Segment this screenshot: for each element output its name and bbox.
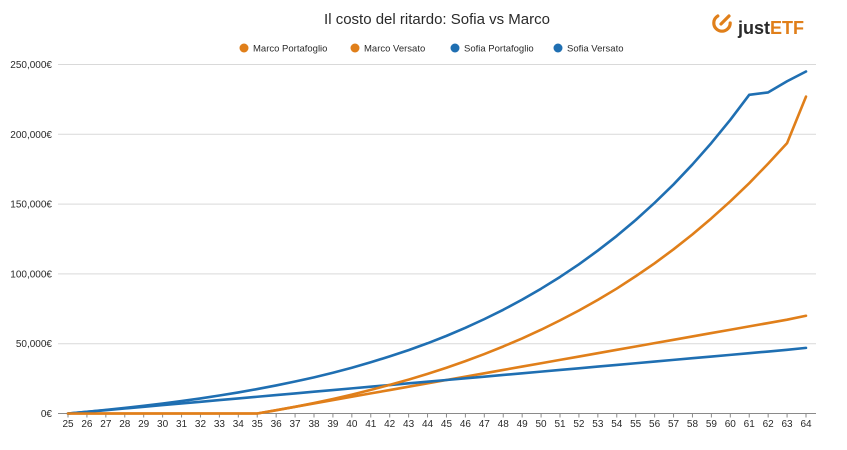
legend-marker bbox=[239, 43, 249, 53]
legend-item-marco-portafoglio[interactable]: Marco Portafoglio bbox=[239, 43, 328, 55]
x-tick-label: 32 bbox=[195, 419, 207, 430]
x-tick-label: 46 bbox=[460, 419, 472, 430]
x-tick-label: 30 bbox=[157, 419, 169, 430]
x-tick-label: 45 bbox=[441, 419, 453, 430]
legend-marker bbox=[450, 43, 460, 53]
legend-item-marco-versato[interactable]: Marco Versato bbox=[350, 43, 426, 55]
legend-item-sofia-portafoglio[interactable]: Sofia Portafoglio bbox=[450, 43, 534, 55]
legend-item-sofia-versato[interactable]: Sofia Versato bbox=[553, 43, 624, 55]
series-line-marco-versato bbox=[66, 314, 808, 415]
logo-mark-icon bbox=[712, 13, 732, 33]
x-tick-label: 54 bbox=[611, 419, 623, 430]
logo-text-suffix: ETF bbox=[770, 18, 804, 38]
x-tick-label: 60 bbox=[725, 419, 737, 430]
x-tick-label: 52 bbox=[573, 419, 585, 430]
x-tick-label: 53 bbox=[592, 419, 604, 430]
x-tick-label: 63 bbox=[782, 419, 794, 430]
x-tick-label: 51 bbox=[554, 419, 566, 430]
x-tick-label: 49 bbox=[517, 419, 529, 430]
x-tick-label: 28 bbox=[119, 419, 131, 430]
y-tick-label: 100,000€ bbox=[10, 269, 52, 280]
x-tick-label: 26 bbox=[81, 419, 93, 430]
justetf-logo: justETF bbox=[712, 13, 804, 38]
x-tick-label: 29 bbox=[138, 419, 150, 430]
series-layer bbox=[66, 70, 808, 415]
x-tick-label: 37 bbox=[290, 419, 302, 430]
x-tick-label: 33 bbox=[214, 419, 226, 430]
chart-title: Il costo del ritardo: Sofia vs Marco bbox=[324, 11, 550, 28]
series-line-sofia-versato bbox=[66, 346, 808, 415]
grid bbox=[58, 64, 816, 414]
x-tick-label: 40 bbox=[346, 419, 358, 430]
legend-label: Marco Portafoglio bbox=[253, 44, 327, 55]
y-axis: 0€ 50,000€ 100,000€ 150,000€ 200,000€ 250,000… bbox=[10, 60, 52, 420]
logo-text-prefix: just bbox=[737, 18, 770, 38]
x-tick-label: 50 bbox=[536, 419, 548, 430]
x-tick-label: 43 bbox=[403, 419, 415, 430]
series-line-sofia-portafoglio bbox=[66, 70, 808, 415]
x-tick-label: 56 bbox=[649, 419, 661, 430]
legend-label: Sofia Portafoglio bbox=[464, 44, 534, 55]
x-tick-label: 55 bbox=[630, 419, 642, 430]
x-tick-label: 58 bbox=[687, 419, 699, 430]
x-tick-label: 27 bbox=[100, 419, 112, 430]
legend-label: Marco Versato bbox=[364, 44, 425, 55]
logo-text: justETF bbox=[737, 18, 804, 38]
legend-marker bbox=[553, 43, 563, 53]
x-tick-label: 34 bbox=[233, 419, 245, 430]
series-line-marco-portafoglio bbox=[66, 95, 808, 415]
x-tick-label: 48 bbox=[498, 419, 510, 430]
y-tick-label: 200,000€ bbox=[10, 130, 52, 141]
x-tick-label: 42 bbox=[384, 419, 396, 430]
y-tick-label: 0€ bbox=[41, 409, 53, 420]
x-tick-label: 41 bbox=[365, 419, 377, 430]
x-tick-label: 39 bbox=[327, 419, 339, 430]
x-tick-label: 62 bbox=[763, 419, 775, 430]
x-tick-label: 47 bbox=[479, 419, 491, 430]
y-tick-label: 50,000€ bbox=[16, 339, 53, 350]
x-tick-label: 35 bbox=[252, 419, 264, 430]
x-tick-label: 31 bbox=[176, 419, 188, 430]
x-axis: 25 26 27 28 29 30 31 32 33 34 35 36 37 38 39 40 41 42 43 44… bbox=[62, 413, 812, 430]
x-tick-label: 38 bbox=[308, 419, 320, 430]
legend-marker bbox=[350, 43, 360, 53]
logo-arrow-icon bbox=[719, 14, 731, 26]
y-tick-label: 250,000€ bbox=[10, 60, 52, 71]
x-tick-label: 59 bbox=[706, 419, 718, 430]
x-tick-label: 57 bbox=[668, 419, 680, 430]
x-tick-label: 44 bbox=[422, 419, 434, 430]
x-tick-label: 61 bbox=[744, 419, 756, 430]
y-tick-label: 150,000€ bbox=[10, 200, 52, 211]
x-tick-label: 64 bbox=[800, 419, 812, 430]
x-tick-label: 25 bbox=[62, 419, 74, 430]
legend: Marco Portafoglio Marco Versato Sofia Port… bbox=[239, 43, 624, 55]
legend-label: Sofia Versato bbox=[567, 44, 624, 55]
x-tick-label: 36 bbox=[271, 419, 283, 430]
